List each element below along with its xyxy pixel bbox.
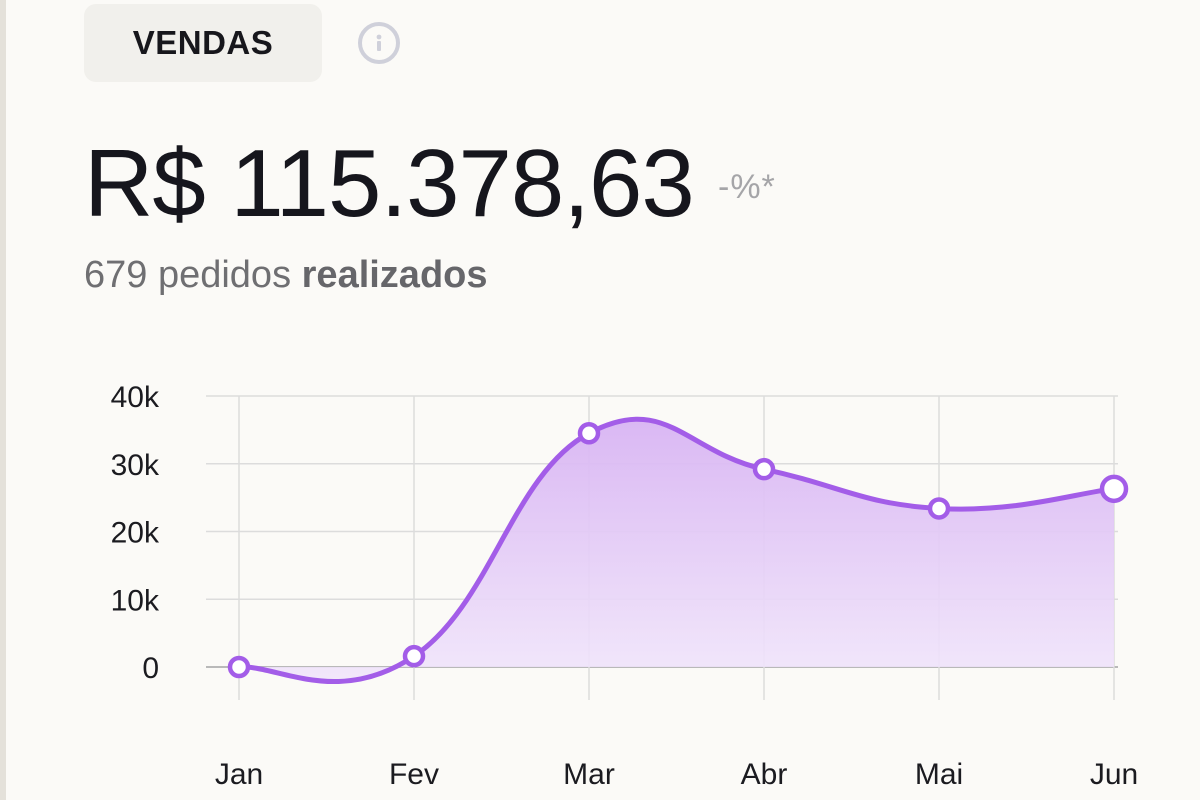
- change-indicator: -%*: [718, 168, 776, 206]
- data-point[interactable]: [577, 422, 601, 445]
- y-tick-label: 20k: [111, 517, 160, 550]
- data-point[interactable]: [1099, 474, 1129, 504]
- data-point[interactable]: [402, 644, 426, 668]
- x-tick-label: Fev: [389, 758, 439, 791]
- x-tick-label: Jan: [215, 758, 263, 791]
- orders-suffix: realizados: [301, 254, 488, 296]
- y-tick-label: 0: [142, 652, 159, 685]
- x-tick-label: Mar: [563, 758, 615, 791]
- orders-summary: 679 pedidos realizados: [84, 254, 488, 297]
- orders-count: 679 pedidos: [84, 254, 292, 296]
- sales-tag: VENDAS: [84, 4, 322, 82]
- y-tick-label: 10k: [111, 584, 160, 617]
- x-tick-label: Abr: [741, 758, 788, 791]
- data-point[interactable]: [752, 457, 776, 481]
- sales-amount: R$ 115.378,63: [84, 130, 695, 237]
- x-tick-label: Jun: [1090, 758, 1138, 791]
- y-tick-label: 30k: [111, 449, 160, 482]
- info-icon[interactable]: [358, 22, 400, 64]
- data-point[interactable]: [927, 497, 951, 520]
- data-point[interactable]: [227, 655, 251, 679]
- sales-chart: 0 10k 20k 30k 40k Jan Fev Mar Abr Mai Jun: [111, 381, 1139, 791]
- series-area: [239, 419, 1114, 682]
- y-tick-label: 40k: [111, 381, 160, 414]
- x-tick-label: Mai: [915, 758, 963, 791]
